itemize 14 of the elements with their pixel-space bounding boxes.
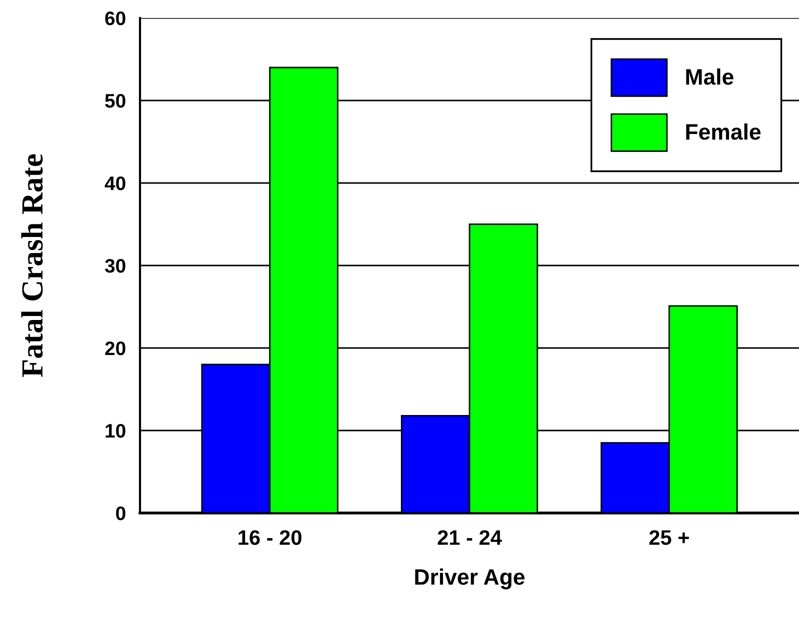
y-tick-label: 20 xyxy=(105,341,126,356)
x-tick-label: 21 - 24 xyxy=(438,530,502,545)
y-tick-label: 0 xyxy=(116,506,126,520)
y-tick-label: 30 xyxy=(104,258,126,273)
legend-label: Female xyxy=(686,123,761,140)
legend-label: Male xyxy=(686,68,734,85)
y-tick-label: 10 xyxy=(106,424,126,438)
y-axis-title: Fatal Crash Rate xyxy=(21,154,43,377)
y-tick-label: 40 xyxy=(104,176,126,190)
x-tick-label: 25 + xyxy=(649,530,689,545)
y-tick-label: 50 xyxy=(105,94,126,108)
x-axis-title: Driver Age xyxy=(415,568,525,590)
x-tick-label: 16 - 20 xyxy=(238,530,302,545)
y-tick-label: 60 xyxy=(105,11,126,26)
